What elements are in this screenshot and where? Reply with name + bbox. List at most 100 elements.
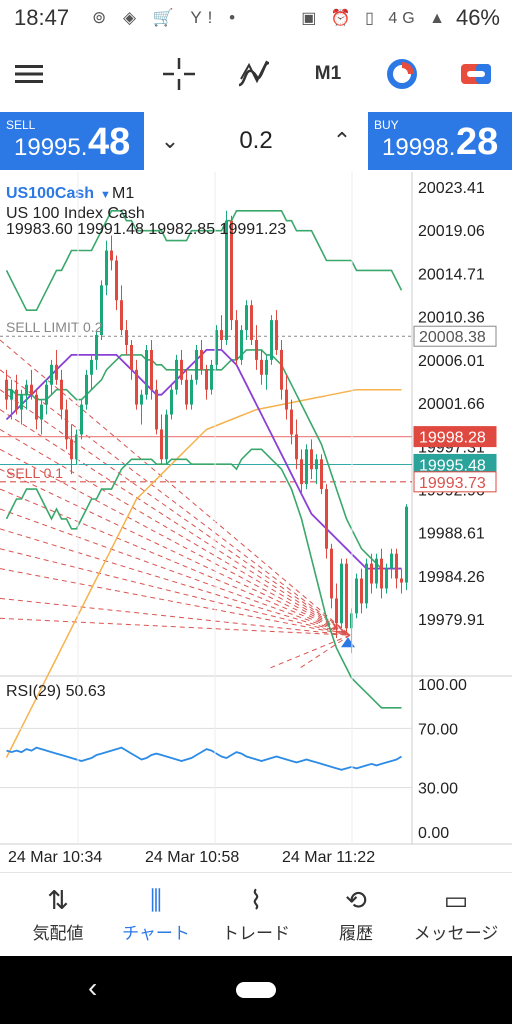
quotes-icon: ⇅ — [47, 885, 69, 915]
candle-body — [190, 379, 193, 405]
candle-body — [65, 409, 68, 440]
indicators-icon[interactable] — [234, 54, 274, 94]
candle-body — [385, 568, 388, 589]
bottom-navigation: ⇅ 気配値 ⫼ チャート ⌇ トレード ⟲ 履歴 ▭ メッセージ — [0, 872, 512, 957]
candle-body — [145, 349, 148, 395]
candle-body — [50, 364, 53, 385]
chart-toolbar: M1 — [0, 36, 512, 112]
chart-timeframe: M1 — [112, 185, 134, 202]
candle-body — [155, 389, 158, 430]
system-home-pill[interactable] — [236, 982, 276, 998]
candle-body — [395, 553, 398, 579]
nav-quotes-label: 気配値 — [32, 924, 84, 943]
candle-body — [265, 359, 268, 375]
volume-increase-icon[interactable]: ⌃ — [332, 128, 352, 153]
buy-price-pips: 28 — [456, 121, 499, 163]
nav-messages[interactable]: ▭ メッセージ — [404, 883, 508, 944]
candle-body — [270, 320, 273, 360]
system-back-icon[interactable]: ‹ — [88, 972, 98, 1003]
sell-price-main: 19995. — [14, 134, 88, 161]
candle-body — [305, 449, 308, 485]
candle-body — [330, 548, 333, 599]
price-tick-label: 20010.36 — [418, 310, 485, 327]
candle-body — [195, 349, 198, 380]
candle-body — [160, 429, 163, 460]
system-navigation-bar: ‹ — [0, 956, 512, 1024]
candle-body — [150, 349, 153, 390]
candle-body — [90, 359, 93, 375]
candle-body — [345, 563, 348, 629]
timeframe-button[interactable]: M1 — [314, 63, 342, 84]
volume-decrease-icon[interactable]: ⌄ — [160, 128, 180, 153]
candle-body — [300, 459, 303, 485]
candle-body — [85, 374, 88, 405]
candle-body — [375, 558, 378, 584]
price-tag-box — [413, 426, 497, 448]
fan-line — [0, 617, 351, 636]
sell-label: SELL — [6, 118, 36, 132]
candle-body — [275, 320, 278, 350]
candle-body — [220, 330, 223, 340]
candle-body — [5, 379, 8, 400]
candle-body — [295, 434, 298, 460]
notification-icons: ⊚ ◈ 🛒 Y! • — [92, 8, 242, 27]
buy-button[interactable]: BUY 19998. 28 — [368, 112, 512, 170]
price-tag-label: 19998.28 — [419, 430, 486, 447]
candle-body — [260, 359, 263, 375]
price-tag-box — [413, 471, 497, 493]
candle-body — [140, 394, 143, 405]
order-label: SELL LIMIT 0.2 — [6, 319, 103, 335]
candle-body — [315, 459, 318, 470]
price-tick-label: 20006.01 — [418, 353, 485, 370]
bollinger-lower — [5, 448, 402, 709]
fan-line — [0, 468, 351, 636]
nav-chart[interactable]: ⫼ チャート — [106, 883, 206, 944]
fan-line — [0, 528, 351, 636]
bollinger-middle — [6, 349, 402, 570]
price-tag-box — [413, 325, 497, 347]
candle-body — [45, 384, 48, 405]
symbol-description: US 100 Index Cash — [6, 205, 145, 222]
fan-line — [0, 389, 351, 636]
price-tick-label: 19984.26 — [418, 569, 485, 586]
candle-body — [240, 330, 243, 360]
candle-body — [110, 250, 113, 261]
ohlc-values: 19983.60 19991.48 19982.85 19991.23 — [6, 221, 286, 238]
candle-body — [310, 449, 313, 470]
price-tick-label: 19988.61 — [418, 526, 485, 543]
candle-body — [280, 349, 283, 390]
candle-body — [20, 394, 23, 410]
price-tick-label: 20019.06 — [418, 223, 485, 240]
nav-quotes[interactable]: ⇅ 気配値 — [8, 883, 108, 944]
fan-line — [269, 634, 351, 669]
nav-history[interactable]: ⟲ 履歴 — [306, 883, 406, 944]
fan-line — [0, 548, 351, 636]
nav-history-label: 履歴 — [339, 924, 373, 943]
one-click-trading-icon[interactable] — [384, 54, 420, 94]
rsi-tick-label: 100.00 — [418, 677, 467, 694]
candle-body — [135, 369, 138, 405]
candle-body — [365, 563, 368, 604]
candle-body — [215, 330, 218, 365]
menu-icon[interactable] — [14, 54, 44, 94]
candle-body — [380, 558, 383, 589]
history-icon: ⟲ — [345, 885, 367, 915]
chart-area[interactable]: US100Cash ▼ M1 US 100 Index Cash 19983.60 19… — [0, 172, 512, 872]
nav-chart-label: チャート — [122, 924, 190, 943]
fan-line — [0, 597, 351, 636]
candle-body — [25, 384, 28, 395]
price-tag-label: 19993.73 — [419, 475, 486, 492]
price-tick-label: 20014.71 — [418, 266, 485, 283]
crosshair-icon[interactable] — [160, 54, 198, 94]
volume-value[interactable]: 0.2 — [239, 127, 273, 154]
trade-panel-icon[interactable] — [458, 54, 494, 94]
nav-trade[interactable]: ⌇ トレード — [206, 883, 306, 944]
candle-body — [55, 364, 58, 380]
candle-body — [10, 389, 13, 400]
candle-body — [115, 260, 118, 301]
candle-body — [255, 340, 258, 360]
symbol-dropdown-icon: ▼ — [100, 189, 111, 201]
rsi-tick-label: 0.00 — [418, 825, 449, 842]
sell-button[interactable]: SELL 19995. 48 — [0, 112, 144, 170]
